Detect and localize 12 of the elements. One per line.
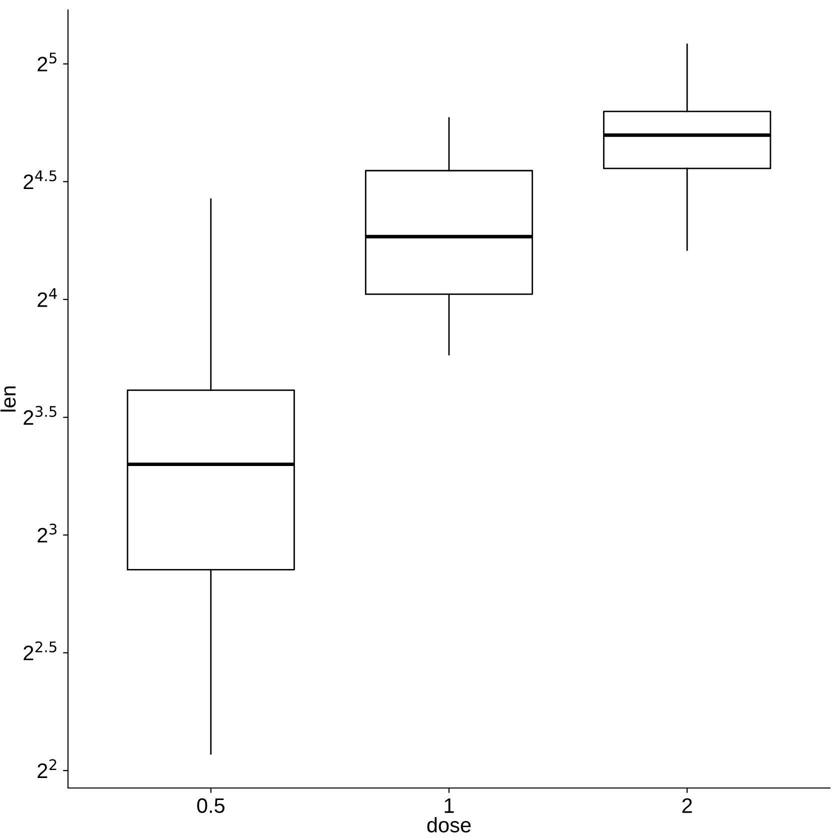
y-tick-label: 2$^{2}$ — [38, 759, 56, 778]
y-tick-label: 2$^{4}$ — [38, 288, 57, 307]
x-tick-label: 1 — [444, 798, 454, 813]
x-tick-label: 0.5 — [197, 798, 224, 814]
y-tick-label: 2$^{3.5}$ — [24, 406, 56, 425]
y-tick-label: 2$^{3}$ — [38, 524, 57, 542]
y-axis-title: len — [0, 386, 16, 412]
y-tick-label: 2$^{4.5}$ — [24, 170, 56, 190]
x-tick-label: 2 — [682, 798, 692, 813]
y-tick-label: 2$^{5}$ — [38, 52, 56, 72]
x-axis-title: dose — [427, 817, 471, 832]
y-tick-label: 2$^{2.5}$ — [24, 641, 56, 660]
